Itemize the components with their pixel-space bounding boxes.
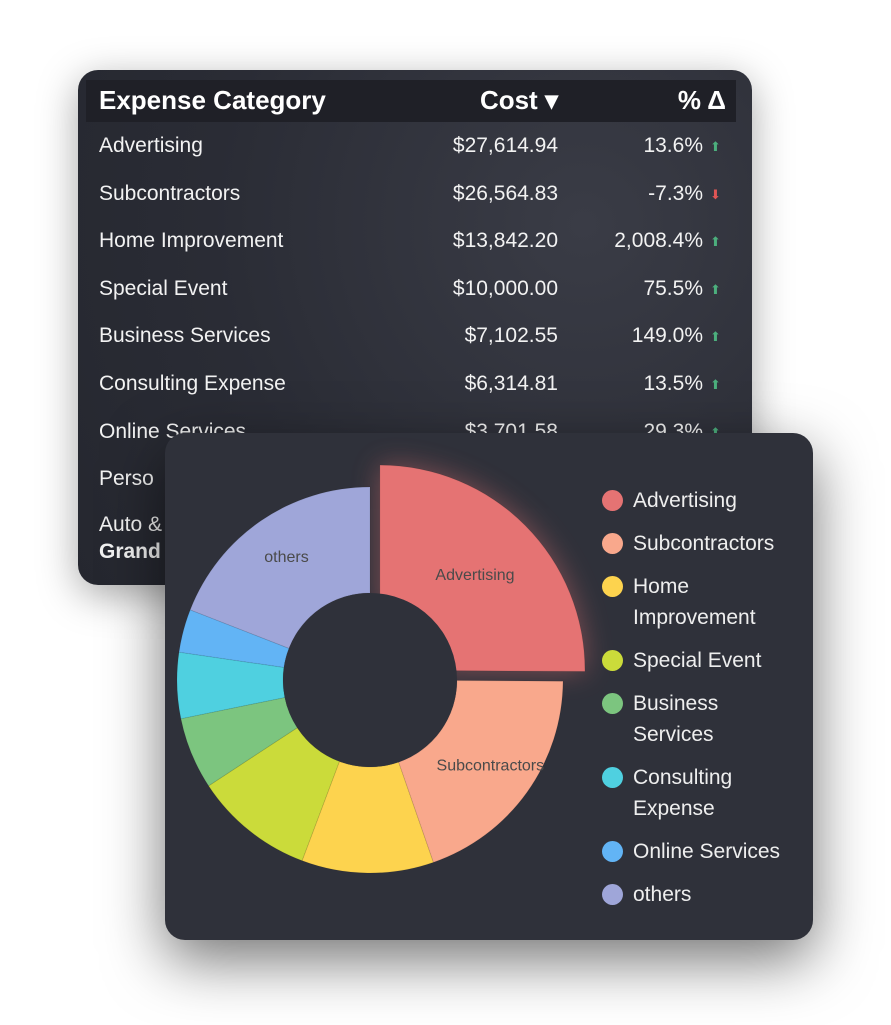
legend-swatch	[602, 576, 623, 597]
legend-item: Subcontractors	[600, 528, 793, 559]
trend-arrow: ⬆	[710, 234, 721, 249]
slice-label: Subcontractors	[437, 757, 545, 774]
legend-item: Online Services	[600, 836, 793, 867]
table-cell: Business Services	[99, 324, 271, 347]
table-cell: 13.6%	[643, 134, 703, 157]
table-cell: Subcontractors	[99, 182, 241, 205]
legend-item: others	[600, 879, 793, 910]
table-cell: Special Event	[99, 277, 228, 300]
legend-label: Business Services	[633, 692, 719, 746]
legend-swatch	[602, 650, 623, 671]
header-cell: Cost ▾	[479, 85, 558, 115]
trend-arrow: ⬆	[710, 425, 721, 441]
table-cell: 149.0%	[631, 324, 703, 347]
table-cell: $13,842.20	[452, 229, 558, 252]
table-cell: $10,000.00	[452, 277, 558, 300]
chart-card: Advertising Subcontractors others Advertis…	[165, 433, 813, 940]
legend-swatch	[602, 841, 623, 862]
table-cell: Advertising	[99, 134, 203, 157]
legend-label: others	[633, 883, 692, 906]
legend-label: Consulting Expense	[633, 766, 733, 820]
table-cell: 2,008.4%	[614, 229, 703, 252]
trend-arrow: ⬆	[710, 139, 721, 154]
legend-swatch	[602, 533, 623, 554]
legend-item: Consulting Expense	[600, 762, 793, 824]
donut-hole	[283, 593, 457, 767]
header-cell: Expense Category	[99, 85, 326, 115]
legend-swatch	[602, 490, 623, 511]
table-cell: $27,614.94	[452, 134, 558, 157]
trend-arrow: ⬆	[710, 282, 721, 297]
trend-arrow: ⬆	[710, 377, 721, 392]
table-cell: 13.5%	[643, 372, 703, 395]
table-cell: -7.3%	[648, 182, 703, 205]
table-cell: Home Improvement	[99, 229, 284, 252]
slice-label: Advertising	[435, 567, 514, 584]
trend-arrow: ⬆	[710, 329, 721, 344]
header-cell: % Δ	[677, 85, 726, 115]
table-cell: Grand	[99, 540, 161, 563]
legend-label: Advertising	[633, 489, 737, 512]
legend-label: Subcontractors	[633, 532, 775, 555]
legend-swatch	[602, 693, 623, 714]
legend-item: Business Services	[600, 688, 793, 750]
legend-item: Home Improvement	[600, 571, 793, 633]
table-cell: Perso	[99, 467, 154, 490]
table-cell: $26,564.83	[452, 182, 558, 205]
slice-label: others	[264, 549, 308, 566]
legend-label: Special Event	[633, 649, 762, 672]
donut-chart: Advertising Subcontractors others	[176, 464, 586, 874]
table-cell: $7,102.55	[464, 324, 558, 347]
legend: Advertising Subcontractors Home Improvemen…	[600, 485, 800, 922]
legend-label: Home Improvement	[633, 575, 756, 629]
legend-swatch	[602, 767, 623, 788]
legend-swatch	[602, 884, 623, 905]
legend-label: Online Services	[633, 840, 781, 863]
table-cell: Auto &	[99, 513, 163, 536]
trend-arrow: ⬇	[710, 187, 721, 202]
legend-item: Special Event	[600, 645, 793, 676]
legend-item: Advertising	[600, 485, 793, 516]
table-cell: 75.5%	[643, 277, 703, 300]
table-cell: $6,314.81	[464, 372, 558, 395]
table-cell: Consulting Expense	[99, 372, 286, 395]
table-header	[86, 80, 736, 122]
